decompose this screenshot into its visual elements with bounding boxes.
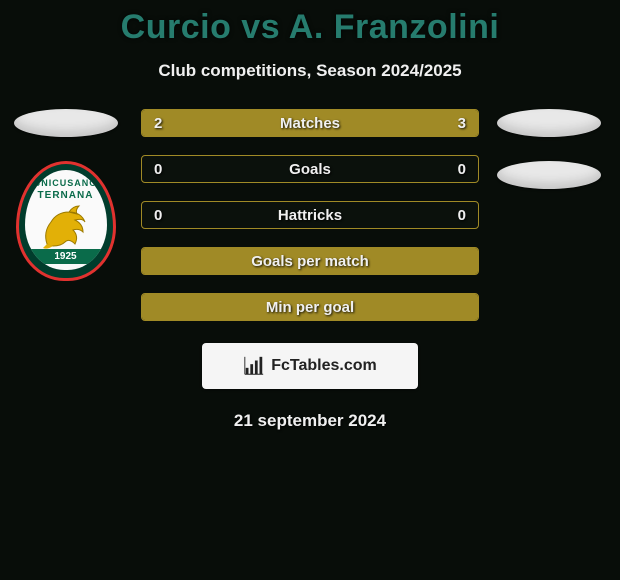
stat-bar: 23Matches (141, 109, 479, 137)
stat-bar: 00Goals (141, 155, 479, 183)
crest-text-mid: TERNANA (25, 190, 107, 201)
left-player-column: UNICUSANO TERNANA 1925 (8, 109, 123, 281)
source-badge: FcTables.com (202, 343, 418, 389)
page-title: Curcio vs A. Franzolini (0, 0, 620, 47)
stat-bar: Min per goal (141, 293, 479, 321)
left-club-crest: UNICUSANO TERNANA 1925 (16, 161, 116, 281)
right-country-flag-2 (497, 161, 601, 189)
right-country-flag-1 (497, 109, 601, 137)
stat-bars: 23Matches 00Goals 00Hattricks Goals per mat… (141, 109, 479, 321)
stat-label: Goals (142, 156, 478, 182)
stat-label: Matches (142, 110, 478, 136)
dragon-icon (39, 202, 93, 252)
stat-label: Goals per match (142, 248, 478, 274)
stat-label: Min per goal (142, 294, 478, 320)
bar-chart-icon (243, 355, 265, 377)
crest-year: 1925 (25, 249, 107, 264)
snapshot-date: 21 september 2024 (0, 411, 620, 431)
crest-text-top: UNICUSANO (25, 178, 107, 188)
comparison-layout: UNICUSANO TERNANA 1925 23Matches 00Goals 0… (0, 109, 620, 321)
left-country-flag (14, 109, 118, 137)
page-subtitle: Club competitions, Season 2024/2025 (0, 61, 620, 81)
stat-bar: Goals per match (141, 247, 479, 275)
source-badge-text: FcTables.com (271, 357, 377, 375)
stat-label: Hattricks (142, 202, 478, 228)
stat-bar: 00Hattricks (141, 201, 479, 229)
right-player-column (491, 109, 606, 189)
